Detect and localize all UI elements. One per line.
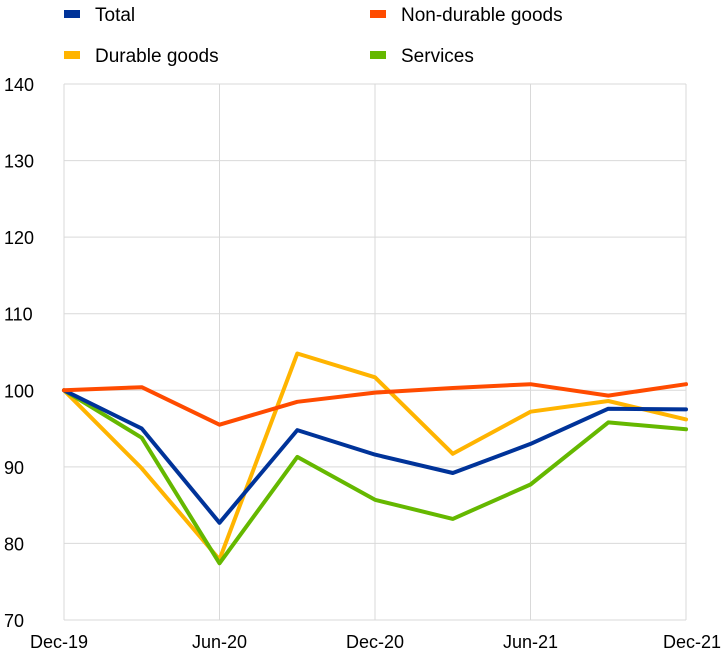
legend-item: Services bbox=[370, 46, 474, 67]
y-tick-label: 110 bbox=[4, 305, 33, 325]
y-tick-label: 80 bbox=[4, 534, 24, 554]
y-axis: 70 80 90 100 110 120 130 140 bbox=[4, 75, 34, 631]
y-tick-label: 120 bbox=[4, 228, 34, 248]
series-lines bbox=[62, 351, 688, 566]
legend: Total Non-durable goods Durable goods Servi… bbox=[64, 5, 563, 67]
legend-label: Durable goods bbox=[95, 46, 219, 67]
y-tick-label: 70 bbox=[4, 611, 24, 631]
x-tick-label: Dec-19 bbox=[30, 632, 88, 652]
legend-swatch bbox=[64, 51, 80, 59]
y-tick-label: 100 bbox=[4, 381, 34, 401]
legend-item: Non-durable goods bbox=[370, 5, 563, 26]
legend-label: Services bbox=[401, 46, 474, 67]
series-line-total bbox=[62, 388, 688, 525]
x-tick-label: Jun-20 bbox=[192, 632, 247, 652]
x-tick-label: Dec-20 bbox=[346, 632, 404, 652]
series-line-services bbox=[62, 388, 688, 566]
series-line-durable-goods bbox=[62, 351, 688, 562]
grid bbox=[63, 83, 687, 621]
series-line-non-durable-goods bbox=[62, 382, 688, 427]
y-tick-label: 140 bbox=[4, 75, 34, 95]
y-tick-label: 90 bbox=[4, 458, 24, 478]
legend-swatch bbox=[370, 51, 386, 59]
legend-item: Durable goods bbox=[64, 46, 219, 67]
legend-item: Total bbox=[64, 5, 135, 26]
x-tick-label: Dec-21 bbox=[663, 632, 721, 652]
legend-swatch bbox=[64, 10, 80, 18]
x-axis: Dec-19 Jun-20 Dec-20 Jun-21 Dec-21 bbox=[30, 632, 721, 652]
legend-label: Non-durable goods bbox=[401, 5, 563, 26]
legend-swatch bbox=[370, 10, 386, 18]
legend-label: Total bbox=[95, 5, 135, 26]
y-tick-label: 130 bbox=[4, 152, 34, 172]
x-tick-label: Jun-21 bbox=[503, 632, 558, 652]
